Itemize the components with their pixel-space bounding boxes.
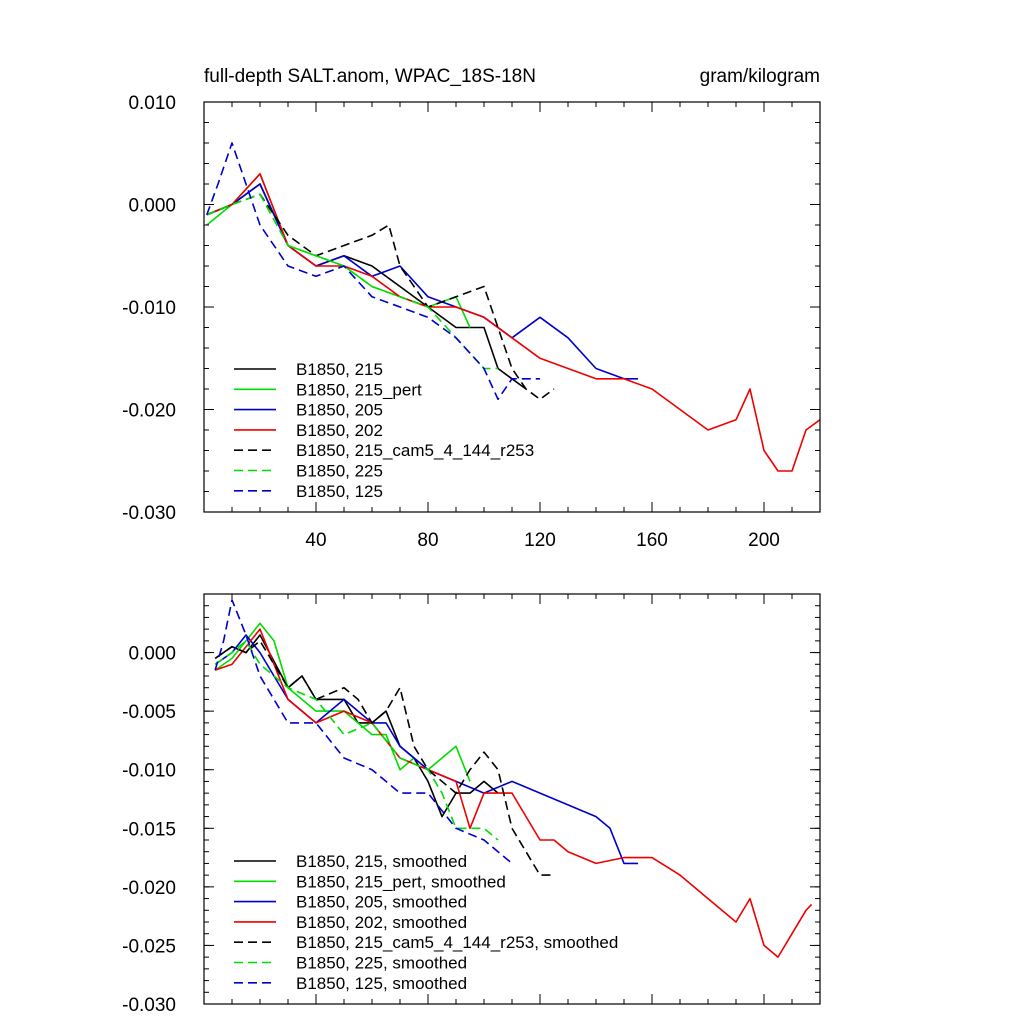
series-line-3 [206,173,820,472]
x-tick-label: 80 [417,530,438,551]
series-line-0 [214,634,499,818]
y-tick-label: -0.005 [122,702,176,723]
y-tick-label: -0.030 [122,503,176,524]
legend-label: B1850, 215_pert, smoothed [296,872,506,891]
legend-label: B1850, 205 [296,401,383,420]
top-panel-lines [206,142,820,472]
series-line-6 [214,599,513,865]
legend-label: B1850, 215_pert [296,380,422,399]
y-tick-label: -0.020 [122,878,176,899]
series-line-1 [206,173,471,328]
y-tick-label: -0.020 [122,401,176,422]
legend-label: B1850, 215, smoothed [296,852,467,871]
y-tick-label: -0.010 [122,761,176,782]
series-line-6 [206,142,540,401]
legend-label: B1850, 125, smoothed [296,974,467,993]
bottom-panel-lines [214,599,813,958]
bottom-panel: 0.000 -0.005 -0.010 -0.015 -0.020 -0.025 -0.03… [122,593,821,1016]
top-panel-units: gram/kilogram [700,66,820,87]
y-tick-label: -0.015 [122,819,176,840]
series-line-4 [214,640,554,876]
series-line-5 [206,193,498,370]
series-line-3 [214,628,813,958]
series-line-0 [206,183,527,390]
y-tick-label: 0.000 [128,196,176,217]
y-tick-label: -0.010 [122,298,176,319]
legend-label: B1850, 202, smoothed [296,913,467,932]
top-panel-title: full-depth SALT.anom, WPAC_18S-18N [204,66,536,87]
legend-label: B1850, 215 [296,360,383,379]
legend-label: B1850, 225, smoothed [296,954,467,973]
x-tick-label: 200 [748,530,780,551]
series-line-5 [214,640,499,841]
legend-label: B1850, 202 [296,421,383,440]
legend-label: B1850, 215_cam5_4_144_r253 [296,441,534,460]
y-tick-label: -0.025 [122,936,176,957]
y-tick-label: 0.000 [128,644,176,665]
legend-label: B1850, 125 [296,482,383,501]
y-tick-label: -0.030 [122,995,176,1016]
top-panel: full-depth SALT.anom, WPAC_18S-18N gram/… [122,66,821,551]
series-line-4 [206,193,555,401]
x-tick-label: 160 [636,530,668,551]
y-tick-label: 0.010 [128,93,176,114]
series-line-2 [214,634,638,865]
x-tick-label: 120 [524,530,556,551]
x-tick-label: 40 [305,530,326,551]
legend-label: B1850, 215_cam5_4_144_r253, smoothed [296,933,618,952]
top-panel-ticks: 40 80 120 160 200 0.010 0.000 -0.010 -0.020 -0.03… [122,93,820,551]
bottom-panel-ticks: 0.000 -0.005 -0.010 -0.015 -0.020 -0.025 -0.03… [122,593,820,1016]
series-line-2 [206,183,638,380]
series-line-1 [214,622,471,782]
legend-label: B1850, 225 [296,462,383,481]
legend-label: B1850, 205, smoothed [296,893,467,912]
